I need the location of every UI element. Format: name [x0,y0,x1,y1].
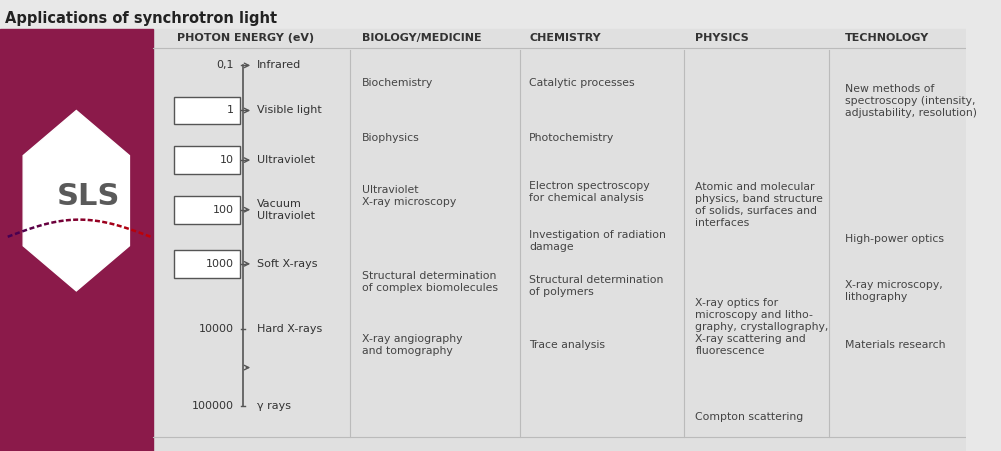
Text: PHOTON ENERGY (eV): PHOTON ENERGY (eV) [177,33,314,43]
Text: Trace analysis: Trace analysis [530,340,606,350]
FancyBboxPatch shape [174,97,239,124]
Polygon shape [23,110,129,291]
Text: X-ray optics for
microscopy and litho-
graphy, crystallography,
X-ray scattering: X-ray optics for microscopy and litho- g… [696,298,829,356]
Text: γ rays: γ rays [257,401,291,411]
Text: BIOLOGY/MEDICINE: BIOLOGY/MEDICINE [362,33,481,43]
Text: 100000: 100000 [192,401,234,411]
Text: Compton scattering: Compton scattering [696,412,804,422]
Text: Ultraviolet: Ultraviolet [257,155,315,165]
Text: Atomic and molecular
physics, band structure
of solids, surfaces and
interfaces: Atomic and molecular physics, band struc… [696,182,824,228]
Text: 1: 1 [227,106,234,115]
Text: 10000: 10000 [199,324,234,334]
FancyBboxPatch shape [174,146,239,174]
Text: Soft X-rays: Soft X-rays [257,259,317,269]
Text: Biophysics: Biophysics [362,133,420,143]
FancyBboxPatch shape [174,196,239,224]
Text: Catalytic processes: Catalytic processes [530,78,635,88]
Text: High-power optics: High-power optics [845,234,944,244]
Text: 1000: 1000 [206,259,234,269]
Text: TECHNOLOGY: TECHNOLOGY [845,33,930,43]
Text: Ultraviolet
X-ray microscopy: Ultraviolet X-ray microscopy [362,185,456,207]
Text: SLS: SLS [57,182,120,211]
Text: CHEMISTRY: CHEMISTRY [530,33,601,43]
Text: PHYSICS: PHYSICS [696,33,750,43]
Text: Biochemistry: Biochemistry [362,78,433,88]
Text: 100: 100 [213,205,234,215]
Text: Materials research: Materials research [845,340,946,350]
Text: Photochemistry: Photochemistry [530,133,615,143]
FancyBboxPatch shape [174,250,239,278]
Text: 0,1: 0,1 [216,60,234,70]
Text: Vacuum
Ultraviolet: Vacuum Ultraviolet [257,199,315,221]
Text: 10: 10 [220,155,234,165]
Text: Structural determination
of complex biomolecules: Structural determination of complex biom… [362,271,498,293]
Bar [152,29,966,451]
Text: Investigation of radiation
damage: Investigation of radiation damage [530,230,667,252]
Text: New methods of
spectroscopy (intensity,
adjustability, resolution): New methods of spectroscopy (intensity, … [845,84,977,119]
Text: Electron spectroscopy
for chemical analysis: Electron spectroscopy for chemical analy… [530,181,650,202]
Bar [0,29,152,451]
Text: Applications of synchrotron light: Applications of synchrotron light [5,11,277,26]
Text: X-ray microscopy,
lithography: X-ray microscopy, lithography [845,280,943,302]
Text: Infrared: Infrared [257,60,301,70]
Text: Structural determination
of polymers: Structural determination of polymers [530,276,664,297]
Text: Visible light: Visible light [257,106,321,115]
Text: Hard X-rays: Hard X-rays [257,324,322,334]
Text: X-ray angiography
and tomography: X-ray angiography and tomography [362,334,462,356]
